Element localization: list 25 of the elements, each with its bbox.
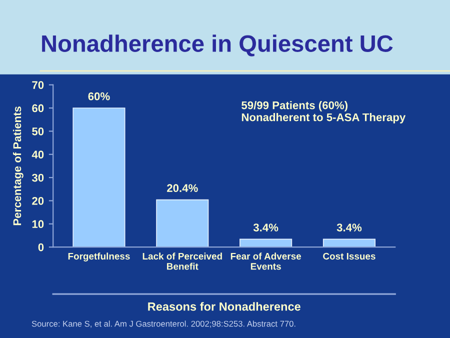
bar bbox=[322, 238, 376, 248]
x-tick-label: Lack of Perceived Benefit bbox=[142, 252, 222, 270]
y-tick-label: 10 bbox=[32, 220, 44, 228]
bar bbox=[240, 238, 292, 248]
bar bbox=[72, 108, 126, 248]
data-label: 3.4% bbox=[336, 224, 362, 232]
y-tick-label: 60 bbox=[32, 104, 44, 112]
data-label: 60% bbox=[88, 92, 110, 100]
y-tick-label: 40 bbox=[32, 150, 44, 159]
x-tick-label: Fear of Adverse Events bbox=[230, 252, 302, 270]
chart-title: Nonadherence in Quiescent UC bbox=[42, 34, 393, 56]
x-tick-label: Forgetfulness bbox=[68, 252, 130, 262]
x-tick-label: Cost Issues bbox=[323, 252, 376, 260]
data-label: 20.4% bbox=[167, 184, 198, 192]
y-axis-title: Percentage of Patients bbox=[12, 106, 24, 226]
x-axis-title: Reasons for Nonadherence bbox=[148, 302, 300, 311]
source-note: Source: Kane S, et al. Am J Gastroenterol. 2002;98:S253. Abstract 770. bbox=[32, 320, 296, 328]
y-tick-label: 70 bbox=[32, 81, 44, 89]
data-label: 3.4% bbox=[253, 224, 278, 232]
bar bbox=[156, 199, 209, 248]
y-tick-label: 30 bbox=[32, 174, 44, 182]
y-tick-label: 0 bbox=[38, 243, 44, 252]
annotation: 59/99 Patients (60%) Nonadherent to 5-ASA Therapy bbox=[242, 101, 406, 124]
y-tick-label: 20 bbox=[32, 196, 44, 205]
y-tick-label: 50 bbox=[32, 127, 44, 136]
